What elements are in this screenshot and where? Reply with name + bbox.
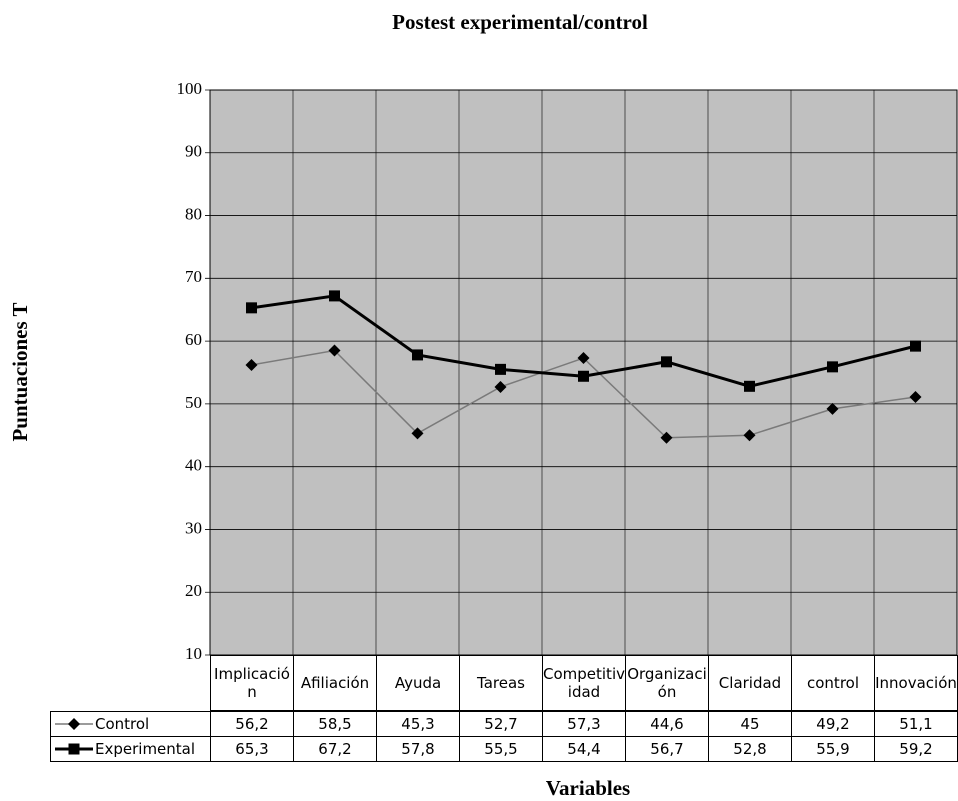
value-label: 51,1	[874, 711, 958, 737]
value-label: 52,7	[459, 711, 543, 737]
data-point	[246, 302, 257, 314]
data-point	[495, 363, 506, 375]
y-tick-label: 50	[185, 393, 202, 412]
y-tick-label: 30	[185, 518, 202, 537]
data-point	[411, 427, 424, 440]
data-point	[328, 344, 341, 357]
value-label: 56,2	[210, 711, 294, 737]
data-point	[329, 290, 340, 302]
x-tick-label: Competitividad	[542, 655, 626, 711]
legend-entry: Experimental	[50, 736, 211, 762]
value-label: 55,9	[791, 736, 875, 762]
value-label: 57,8	[376, 736, 460, 762]
legend-entry: Control	[50, 711, 211, 737]
data-point	[909, 390, 922, 403]
plot-area	[209, 89, 958, 656]
data-point	[827, 361, 838, 373]
x-tick-label: control	[791, 655, 875, 711]
x-tick-label: Innovación	[874, 655, 958, 711]
value-label: 54,4	[542, 736, 626, 762]
y-tick-label: 100	[177, 79, 203, 98]
x-tick-label: Ayuda	[376, 655, 460, 711]
value-label: 56,7	[625, 736, 709, 762]
data-point	[743, 429, 756, 442]
value-label: 67,2	[293, 736, 377, 762]
chart-title: Postest experimental/control	[392, 10, 648, 34]
legend-key	[55, 743, 93, 755]
data-point	[910, 340, 921, 352]
value-label: 44,6	[625, 711, 709, 737]
y-tick-label: 10	[185, 644, 202, 663]
value-label: 49,2	[791, 711, 875, 737]
value-label: 45,3	[376, 711, 460, 737]
x-tick-label: Implicación	[210, 655, 294, 711]
value-label: 58,5	[293, 711, 377, 737]
value-label: 52,8	[708, 736, 792, 762]
value-label: 57,3	[542, 711, 626, 737]
value-label: 59,2	[874, 736, 958, 762]
x-tick-label: Organización	[625, 655, 709, 711]
data-point	[494, 380, 507, 393]
y-tick-label: 40	[185, 456, 202, 475]
data-point	[245, 358, 258, 371]
data-point	[578, 370, 589, 382]
value-label: 55,5	[459, 736, 543, 762]
data-point	[577, 352, 590, 365]
x-axis-label: Variables	[546, 776, 630, 800]
x-tick-label: Claridad	[708, 655, 792, 711]
y-tick-label: 80	[185, 204, 202, 223]
data-point	[412, 349, 423, 361]
data-point	[661, 356, 672, 368]
x-tick-label: Tareas	[459, 655, 543, 711]
y-tick-label: 20	[185, 581, 202, 600]
data-point	[660, 431, 673, 444]
legend-key	[55, 718, 93, 730]
y-tick-label: 70	[185, 267, 202, 286]
y-tick-label: 60	[185, 330, 202, 349]
legend-label: Control	[95, 715, 150, 733]
x-tick-label: Afiliación	[293, 655, 377, 711]
y-axis-label: Puntuaciones T	[8, 302, 32, 441]
data-point	[826, 402, 839, 415]
data-point	[744, 380, 755, 392]
value-label: 45	[708, 711, 792, 737]
legend-label: Experimental	[95, 740, 196, 758]
value-label: 65,3	[210, 736, 294, 762]
y-tick-label: 90	[185, 142, 202, 161]
